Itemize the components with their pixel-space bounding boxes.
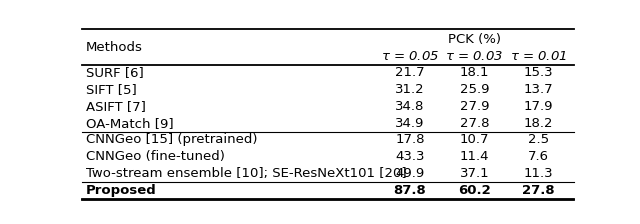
Text: Two-stream ensemble [10]; SE-ResNeXt101 [20]: Two-stream ensemble [10]; SE-ResNeXt101 … xyxy=(86,167,406,180)
Text: 27.9: 27.9 xyxy=(460,100,489,113)
Text: 34.9: 34.9 xyxy=(395,117,424,130)
Text: 2.5: 2.5 xyxy=(528,134,549,146)
Text: PCK (%): PCK (%) xyxy=(448,33,501,46)
Text: 17.9: 17.9 xyxy=(524,100,554,113)
Text: 7.6: 7.6 xyxy=(528,150,549,163)
Text: 18.1: 18.1 xyxy=(460,67,489,80)
Text: 10.7: 10.7 xyxy=(460,134,489,146)
Text: OA-Match [9]: OA-Match [9] xyxy=(86,117,173,130)
Text: 31.2: 31.2 xyxy=(395,83,425,96)
Text: CNNGeo (fine-tuned): CNNGeo (fine-tuned) xyxy=(86,150,225,163)
Text: 15.3: 15.3 xyxy=(524,67,554,80)
Text: 11.3: 11.3 xyxy=(524,167,554,180)
Text: 17.8: 17.8 xyxy=(395,134,424,146)
Text: 34.8: 34.8 xyxy=(395,100,424,113)
Text: Proposed: Proposed xyxy=(86,184,157,197)
Text: 27.8: 27.8 xyxy=(522,184,555,197)
Text: $\tau$ = 0.01: $\tau$ = 0.01 xyxy=(510,50,567,63)
Text: SIFT [5]: SIFT [5] xyxy=(86,83,137,96)
Text: 43.3: 43.3 xyxy=(395,150,424,163)
Text: $\tau$ = 0.03: $\tau$ = 0.03 xyxy=(445,50,504,63)
Text: ASIFT [7]: ASIFT [7] xyxy=(86,100,146,113)
Text: 25.9: 25.9 xyxy=(460,83,489,96)
Text: 21.7: 21.7 xyxy=(395,67,425,80)
Text: 18.2: 18.2 xyxy=(524,117,554,130)
Text: SURF [6]: SURF [6] xyxy=(86,67,144,80)
Text: 87.8: 87.8 xyxy=(394,184,426,197)
Text: 27.8: 27.8 xyxy=(460,117,489,130)
Text: $\tau$ = 0.05: $\tau$ = 0.05 xyxy=(381,50,439,63)
Text: 60.2: 60.2 xyxy=(458,184,491,197)
Text: 49.9: 49.9 xyxy=(396,167,424,180)
Text: 13.7: 13.7 xyxy=(524,83,554,96)
Text: 11.4: 11.4 xyxy=(460,150,489,163)
Text: CNNGeo [15] (pretrained): CNNGeo [15] (pretrained) xyxy=(86,134,257,146)
Text: Methods: Methods xyxy=(86,41,143,54)
Text: 37.1: 37.1 xyxy=(460,167,489,180)
